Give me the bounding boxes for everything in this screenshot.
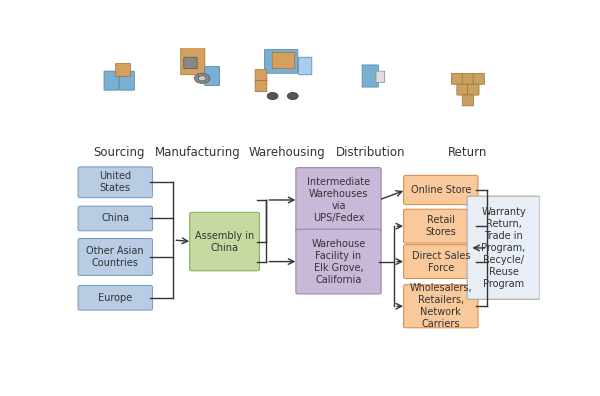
FancyBboxPatch shape — [376, 71, 385, 82]
FancyBboxPatch shape — [296, 168, 381, 232]
Text: Warehousing: Warehousing — [248, 146, 325, 159]
FancyBboxPatch shape — [265, 50, 298, 73]
FancyBboxPatch shape — [255, 80, 267, 92]
FancyBboxPatch shape — [462, 73, 473, 84]
FancyBboxPatch shape — [404, 285, 478, 328]
FancyBboxPatch shape — [181, 45, 205, 75]
FancyBboxPatch shape — [467, 196, 540, 299]
Circle shape — [267, 93, 278, 99]
FancyBboxPatch shape — [296, 229, 381, 294]
FancyBboxPatch shape — [116, 63, 130, 76]
FancyBboxPatch shape — [205, 67, 220, 86]
Text: Retail
Stores: Retail Stores — [425, 215, 456, 237]
FancyBboxPatch shape — [404, 175, 478, 205]
Text: Europe: Europe — [98, 293, 133, 303]
Circle shape — [105, 76, 118, 85]
Text: Warranty
Return,
Trade in
Program,
Recycle/
Reuse
Program: Warranty Return, Trade in Program, Recyc… — [481, 207, 526, 289]
Text: Manufacturing: Manufacturing — [155, 146, 241, 159]
Text: Online Store: Online Store — [410, 185, 471, 195]
FancyBboxPatch shape — [78, 167, 152, 198]
FancyBboxPatch shape — [467, 84, 479, 95]
FancyBboxPatch shape — [255, 70, 267, 81]
Circle shape — [287, 93, 298, 99]
Circle shape — [206, 72, 218, 80]
FancyBboxPatch shape — [473, 73, 484, 84]
FancyBboxPatch shape — [190, 212, 259, 271]
Circle shape — [198, 76, 206, 81]
Text: Return: Return — [448, 146, 488, 159]
FancyBboxPatch shape — [362, 65, 379, 87]
Circle shape — [121, 76, 133, 85]
Text: China: China — [101, 213, 130, 223]
FancyBboxPatch shape — [457, 84, 468, 95]
Text: Assembly in
China: Assembly in China — [195, 230, 254, 253]
Circle shape — [194, 73, 210, 84]
Text: Wholesalers,
Retailers,
Network
Carriers: Wholesalers, Retailers, Network Carriers — [409, 283, 472, 329]
Text: Sourcing: Sourcing — [94, 146, 145, 159]
FancyBboxPatch shape — [119, 71, 134, 90]
Circle shape — [363, 71, 377, 80]
FancyBboxPatch shape — [451, 73, 463, 84]
FancyBboxPatch shape — [272, 53, 295, 69]
FancyBboxPatch shape — [78, 206, 152, 231]
FancyBboxPatch shape — [78, 238, 152, 276]
FancyBboxPatch shape — [462, 95, 473, 106]
FancyBboxPatch shape — [404, 209, 478, 243]
FancyBboxPatch shape — [299, 57, 312, 75]
FancyBboxPatch shape — [104, 71, 119, 90]
FancyBboxPatch shape — [404, 245, 478, 278]
Text: Intermediate
Warehouses
via
UPS/Fedex: Intermediate Warehouses via UPS/Fedex — [307, 177, 370, 223]
Text: Other Asian
Countries: Other Asian Countries — [86, 246, 144, 268]
FancyBboxPatch shape — [184, 57, 197, 69]
Text: Warehouse
Facility in
Elk Grove,
California: Warehouse Facility in Elk Grove, Califor… — [311, 238, 365, 285]
Text: Distribution: Distribution — [335, 146, 405, 159]
FancyBboxPatch shape — [78, 286, 152, 310]
Text: United
States: United States — [99, 171, 131, 193]
Text: Direct Sales
Force: Direct Sales Force — [412, 251, 470, 272]
